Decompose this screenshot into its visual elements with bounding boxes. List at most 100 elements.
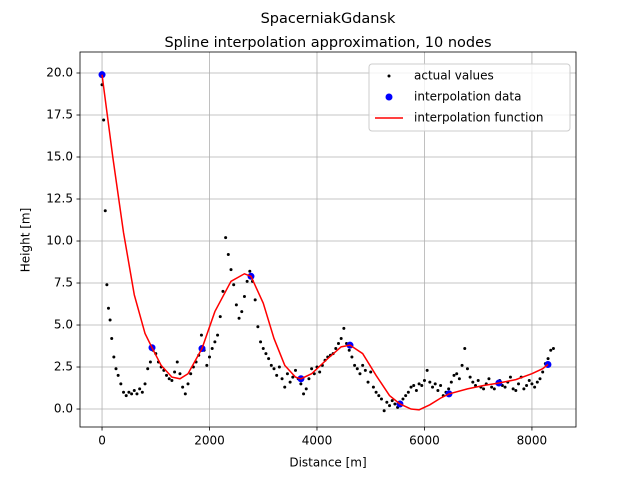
point (114, 367, 118, 371)
point (457, 377, 461, 381)
point (199, 333, 203, 337)
point (280, 377, 284, 381)
point (361, 363, 365, 367)
point (474, 384, 478, 388)
point (517, 382, 521, 386)
point (205, 363, 209, 367)
y-axis-label: Height [m] (19, 208, 33, 273)
point (382, 409, 386, 413)
y-tick-label: 20.0 (46, 66, 73, 80)
point (307, 377, 311, 381)
point (393, 402, 397, 406)
point (253, 298, 257, 302)
point (541, 370, 545, 374)
point (369, 370, 373, 374)
point (122, 390, 126, 394)
point (530, 382, 534, 386)
point (288, 380, 292, 384)
x-tick-label: 8000 (517, 434, 548, 448)
point (425, 368, 429, 372)
point (210, 347, 214, 351)
point (291, 375, 295, 379)
point (175, 360, 179, 364)
point (414, 389, 418, 393)
point (374, 390, 378, 394)
point (221, 289, 225, 293)
point (237, 316, 241, 320)
point (167, 377, 171, 381)
point (490, 385, 494, 389)
point (433, 382, 437, 386)
point (318, 370, 322, 374)
point (535, 380, 539, 384)
axes-frame (79, 51, 577, 428)
point (476, 378, 480, 382)
point (275, 373, 279, 377)
point (110, 336, 114, 340)
point (272, 367, 276, 371)
point (508, 375, 512, 379)
point (353, 363, 357, 367)
point (135, 392, 139, 396)
point (358, 372, 362, 376)
point (119, 382, 123, 386)
point (183, 392, 187, 396)
legend-label: interpolation data (414, 90, 521, 104)
point (525, 384, 529, 388)
point (549, 348, 553, 352)
legend-label: interpolation function (414, 111, 543, 125)
plot-area (98, 71, 555, 413)
point (366, 380, 370, 384)
point (245, 279, 249, 283)
point (449, 380, 453, 384)
point (417, 382, 421, 386)
y-tick-label: 5.0 (54, 318, 73, 332)
point (165, 373, 169, 377)
point (404, 394, 408, 398)
point (216, 333, 220, 337)
point (140, 390, 144, 394)
point (377, 394, 381, 398)
chart-suptitle: SpacerniakGdansk (261, 11, 396, 27)
point (339, 336, 343, 340)
line (101, 74, 549, 411)
legend-box (368, 63, 571, 132)
point (388, 404, 392, 408)
point (420, 384, 424, 388)
point (248, 269, 252, 273)
point (538, 377, 542, 381)
point (226, 252, 230, 256)
chart-title: Spline interpolation approximation, 10 n… (164, 35, 491, 51)
point (208, 355, 212, 359)
point (213, 340, 217, 344)
point (106, 306, 110, 310)
y-tick-label: 2.5 (54, 360, 73, 374)
point (551, 347, 555, 351)
point (178, 372, 182, 376)
point (105, 283, 109, 287)
point (379, 397, 383, 401)
x-tick-label: 6000 (409, 434, 440, 448)
y-tick-label: 0.0 (54, 402, 73, 416)
point (224, 236, 228, 240)
point (439, 384, 443, 388)
point (514, 389, 518, 393)
y-tick-label: 7.5 (54, 276, 73, 290)
point (170, 378, 174, 382)
x-tick-label: 4000 (302, 434, 333, 448)
point (428, 380, 432, 384)
point (264, 352, 268, 356)
point (269, 363, 273, 367)
point (460, 363, 464, 367)
point (522, 387, 526, 391)
point (310, 367, 314, 371)
point (431, 385, 435, 389)
point (447, 387, 451, 391)
point (355, 367, 359, 371)
x-tick-label: 0 (98, 434, 106, 448)
point (189, 372, 193, 376)
point (181, 385, 185, 389)
point (546, 357, 550, 361)
point (492, 387, 496, 391)
point (256, 325, 260, 329)
